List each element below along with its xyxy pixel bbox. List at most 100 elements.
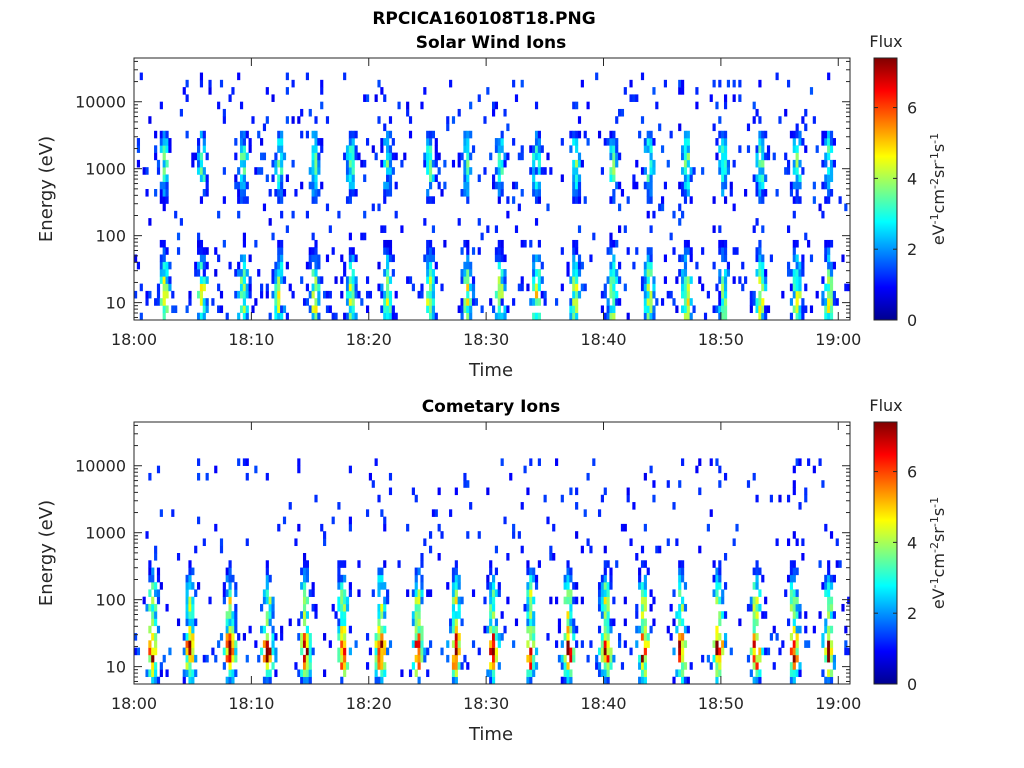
heatmap-cell <box>311 312 315 321</box>
heatmap-cell <box>291 116 295 124</box>
heatmap-cell <box>308 669 312 678</box>
heatmap-cell <box>600 305 604 314</box>
heatmap-cell <box>640 611 645 619</box>
heatmap-cell <box>388 239 393 248</box>
heatmap-cell <box>606 312 610 321</box>
heatmap-cell <box>824 589 828 597</box>
heatmap-cell <box>572 276 576 284</box>
heatmap-cell <box>675 538 679 547</box>
heatmap-cell <box>308 640 312 648</box>
heatmap-cell <box>282 189 287 197</box>
heatmap-cell <box>566 269 570 277</box>
heatmap-cell <box>758 305 762 314</box>
colorbar-gradient-cometary <box>873 421 898 685</box>
heatmap-cell <box>320 79 324 88</box>
heatmap-cell <box>426 290 430 299</box>
heatmap-cell <box>572 305 576 314</box>
heatmap-cell <box>391 138 395 146</box>
heatmap-cell <box>225 625 229 634</box>
heatmap-cell <box>569 618 573 627</box>
heatmap-cell <box>663 276 667 284</box>
heatmap-cell <box>311 232 315 241</box>
heatmap-cell <box>277 159 281 168</box>
heatmap-cell <box>242 189 246 197</box>
heatmap-cell <box>841 254 845 263</box>
heatmap-cell <box>222 196 226 204</box>
heatmap-cell <box>618 640 622 648</box>
heatmap-cell <box>423 654 427 663</box>
heatmap-cell <box>234 640 238 648</box>
heatmap-cell <box>463 239 467 248</box>
heatmap-cell <box>285 261 289 270</box>
heatmap-cell <box>715 676 719 685</box>
heatmap-cell <box>271 94 275 102</box>
heatmap-cell <box>234 174 238 183</box>
heatmap-cell <box>383 94 387 102</box>
heatmap-cell <box>437 553 441 561</box>
heatmap-cell <box>721 130 725 139</box>
heatmap-cell <box>698 276 702 284</box>
heatmap-cell <box>618 181 622 190</box>
heatmap-cell <box>792 247 796 255</box>
heatmap-cell <box>827 582 831 590</box>
heatmap-cell <box>168 283 172 292</box>
heatmap-cell <box>386 305 390 314</box>
heatmap-cell <box>199 276 204 284</box>
heatmap-cell <box>761 305 765 314</box>
heatmap-cell <box>234 611 238 619</box>
heatmap-cell <box>242 254 246 263</box>
heatmap-cell <box>681 181 685 190</box>
heatmap-cell <box>408 669 413 678</box>
heatmap-cell <box>265 611 269 619</box>
heatmap-cell <box>646 298 650 306</box>
heatmap-cell <box>454 560 458 568</box>
heatmap-cell <box>758 276 762 284</box>
heatmap-cell <box>795 269 799 277</box>
heatmap-cell <box>388 640 393 648</box>
heatmap-cell <box>577 269 582 277</box>
heatmap-cell <box>426 138 430 146</box>
heatmap-cell <box>649 130 653 139</box>
heatmap-cell <box>469 298 473 306</box>
heatmap-cell <box>242 261 246 270</box>
heatmap-cell <box>786 167 791 175</box>
heatmap-cell <box>197 290 201 299</box>
heatmap-cell <box>265 574 269 583</box>
heatmap-cell <box>305 210 309 219</box>
heatmap-cell <box>383 189 387 197</box>
heatmap-cell <box>251 116 255 124</box>
heatmap-cell <box>340 254 344 263</box>
heatmap-cell <box>280 254 284 263</box>
heatmap-cell <box>377 633 381 641</box>
heatmap-cell <box>792 283 796 292</box>
heatmap-cell <box>666 159 670 168</box>
heatmap-cell <box>454 589 458 597</box>
heatmap-cell <box>609 167 613 175</box>
heatmap-cell <box>228 261 232 270</box>
heatmap-cell <box>343 312 347 321</box>
heatmap-cell <box>612 159 616 168</box>
heatmap-cell <box>612 283 616 292</box>
heatmap-cell <box>555 298 559 306</box>
heatmap-cell <box>534 582 539 590</box>
heatmap-cell <box>649 625 653 634</box>
heatmap-cell <box>534 130 539 139</box>
x-axis-label-cometary: Time <box>468 724 513 745</box>
heatmap-cell <box>156 574 161 583</box>
heatmap-cell <box>489 625 493 634</box>
heatmap-cell <box>560 676 564 685</box>
heatmap-cell <box>580 596 584 605</box>
heatmap-cell <box>761 130 765 139</box>
heatmap-cell <box>242 458 246 466</box>
heatmap-cell <box>572 312 576 321</box>
heatmap-cell <box>434 312 438 321</box>
heatmap-cell <box>345 152 350 161</box>
heatmap-cell <box>391 269 395 277</box>
heatmap-cell <box>431 276 436 284</box>
heatmap-cell <box>681 647 685 656</box>
heatmap-cell <box>277 269 281 277</box>
heatmap-cell <box>732 94 736 102</box>
heatmap-cell <box>755 269 759 277</box>
heatmap-cell <box>466 305 470 314</box>
